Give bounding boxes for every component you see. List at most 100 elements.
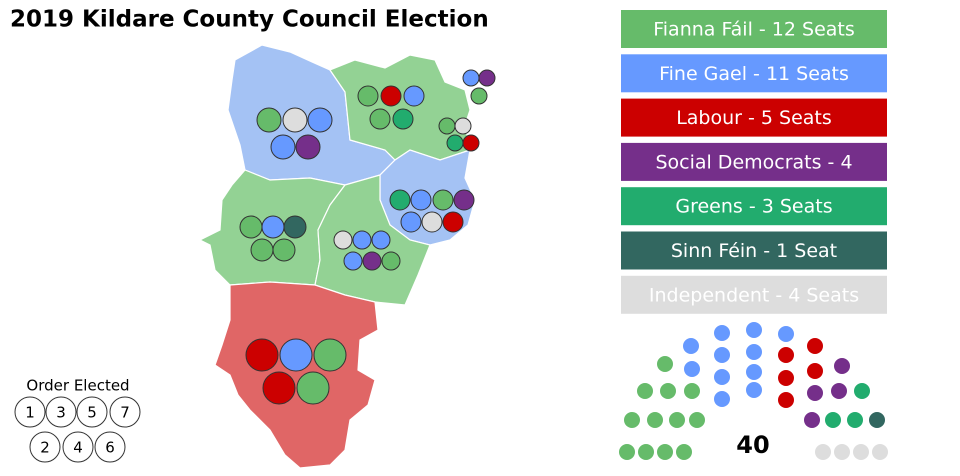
seat-marker (282, 107, 308, 133)
seat-marker (272, 238, 296, 262)
seat-marker (410, 189, 432, 211)
seat-marker (270, 134, 296, 160)
seat-marker (256, 107, 282, 133)
seat-marker (313, 338, 347, 372)
seat-marker (296, 371, 330, 405)
seat-marker (362, 251, 382, 271)
seat-dot (847, 412, 863, 428)
seat-dot (778, 370, 794, 386)
legend-box (621, 142, 887, 181)
order-number: 6 (105, 439, 115, 457)
seat-marker (403, 85, 425, 107)
seat-marker (392, 108, 414, 130)
hemicycle (619, 322, 888, 460)
seat-dot (778, 326, 794, 342)
seat-dot (778, 347, 794, 363)
seat-dot (660, 383, 676, 399)
seat-dot (619, 444, 635, 460)
legend-label: Fianna Fáil - 12 Seats (653, 19, 855, 41)
seat-dot (831, 383, 847, 399)
seat-dot (714, 325, 730, 341)
seat-dot (834, 358, 850, 374)
seat-dot (657, 356, 673, 372)
legend-box (621, 98, 887, 137)
seat-markers (239, 69, 496, 405)
legend-label: Independent - 4 Seats (649, 284, 859, 306)
seat-marker (333, 230, 353, 250)
seat-marker (262, 371, 296, 405)
seat-marker (462, 69, 480, 87)
legend: Fianna Fáil - 12 Seats Fine Gael - 11 Sea… (621, 10, 887, 314)
seat-marker (371, 230, 391, 250)
map (198, 44, 476, 469)
order-circle (62, 431, 94, 463)
seat-dot (854, 383, 870, 399)
seat-marker (239, 215, 263, 239)
seat-marker (432, 189, 454, 211)
seat-dot (669, 412, 685, 428)
seat-marker (454, 117, 472, 135)
seat-marker (478, 69, 496, 87)
order-number: 7 (120, 404, 130, 422)
seat-marker (261, 215, 285, 239)
seat-dot (778, 392, 794, 408)
order-circle (29, 431, 61, 463)
seat-marker (279, 338, 313, 372)
seat-marker (283, 215, 307, 239)
legend-label: Fine Gael - 11 Seats (659, 63, 849, 85)
seat-marker (357, 85, 379, 107)
seat-dot (804, 412, 820, 428)
order-number: 3 (56, 404, 66, 422)
seat-dot (689, 412, 705, 428)
legend-label: Greens - 3 Seats (675, 196, 832, 218)
order-key: 1 3 5 7 2 4 6 (14, 396, 141, 463)
seat-marker (307, 107, 333, 133)
legend-box (621, 54, 887, 93)
seat-dot (807, 363, 823, 379)
seat-dot (683, 338, 699, 354)
seat-dot (834, 444, 850, 460)
order-number: 5 (87, 404, 97, 422)
order-circle (14, 396, 46, 428)
seat-dot (807, 338, 823, 354)
order-number: 4 (73, 439, 83, 457)
order-circle (45, 396, 77, 428)
legend-label: Social Democrats - 4 (655, 151, 852, 173)
seat-marker (250, 238, 274, 262)
seat-dot (637, 383, 653, 399)
seat-dot (807, 385, 823, 401)
order-title: Order Elected (26, 377, 129, 395)
seat-dot (676, 444, 692, 460)
seat-marker (369, 108, 391, 130)
seat-marker (295, 134, 321, 160)
total-seats: 40 (736, 431, 769, 459)
seat-dot (714, 347, 730, 363)
legend-label: Labour - 5 Seats (676, 107, 832, 129)
seat-dot (684, 361, 700, 377)
seat-dot (746, 344, 762, 360)
seat-dot (825, 412, 841, 428)
order-number: 1 (25, 404, 35, 422)
seat-dot (815, 444, 831, 460)
legend-box (621, 275, 887, 314)
seat-dot (638, 444, 654, 460)
seat-marker (462, 134, 480, 152)
seat-marker (380, 85, 402, 107)
region-south (214, 281, 379, 469)
seat-marker (470, 87, 488, 105)
order-number: 2 (40, 439, 50, 457)
seat-dot (657, 444, 673, 460)
seat-dot (624, 412, 640, 428)
seat-marker (245, 338, 279, 372)
seat-dot (869, 412, 885, 428)
order-circle (94, 431, 126, 463)
seat-marker (343, 251, 363, 271)
seat-marker (389, 189, 411, 211)
seat-dot (714, 391, 730, 407)
seat-dot (746, 322, 762, 338)
seat-dot (872, 444, 888, 460)
seat-marker (381, 251, 401, 271)
legend-box (621, 10, 887, 48)
seat-marker (400, 211, 422, 233)
seat-marker (442, 211, 464, 233)
